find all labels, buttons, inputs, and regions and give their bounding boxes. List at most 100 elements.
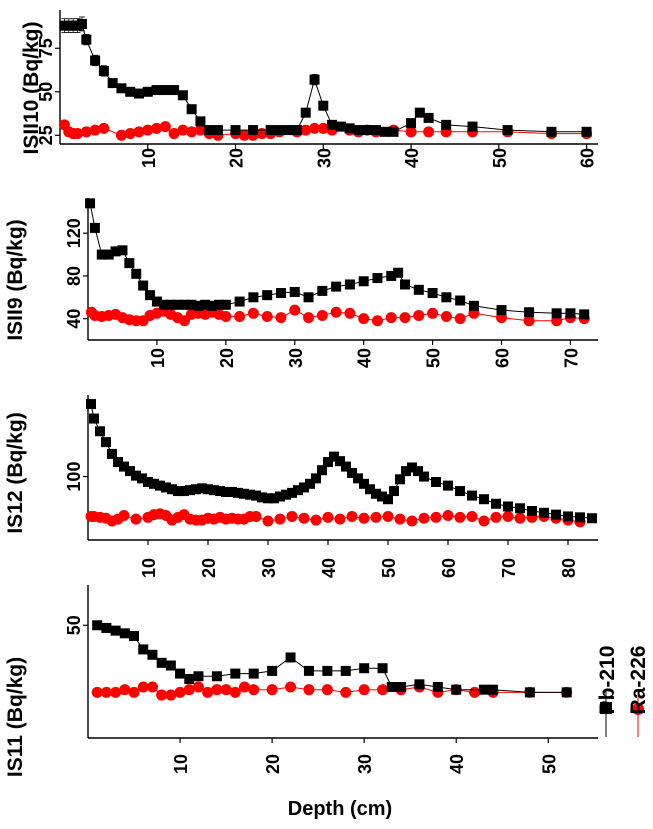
- panel-is12-pb210-point: [233, 487, 243, 498]
- panel-isii9-ra226-point: [261, 311, 273, 323]
- panel-is12-ra226-point: [310, 514, 322, 526]
- panel-is12-pb210-point: [125, 466, 135, 477]
- panel-is12-pb210-point: [275, 491, 285, 502]
- panel-is12-pb210-point: [179, 486, 189, 497]
- panel-isii10-ra226-point: [142, 124, 154, 136]
- panel-is12-pb210-point: [305, 478, 315, 489]
- panel-is11-pb210-point: [561, 687, 572, 698]
- panel-is12-pb210-point: [209, 485, 219, 496]
- panel-is12-x-tick-label: 70: [499, 558, 519, 578]
- panel-is11-pb210-point: [478, 684, 489, 695]
- panel-is11-pb210-point: [230, 668, 241, 679]
- panel-isii9-pb210-point: [165, 299, 176, 310]
- panel-isii10-y-tick-label: 25: [36, 125, 56, 145]
- panel-isii9-ylabel: ISII9 (Bq/kg): [4, 219, 27, 340]
- panel-is11-pb210-point: [92, 620, 103, 631]
- panel-is11-ra226-point: [303, 684, 315, 696]
- panel-isii10-ra226-point: [168, 128, 180, 140]
- panel-isii10-pb210-point: [90, 55, 101, 66]
- panel-is12-ra226-point: [442, 510, 454, 522]
- panel-isii9-ra226-point: [413, 309, 425, 321]
- panel-isii9-pb210-point: [496, 305, 507, 316]
- panel-isii10-pb210-point: [133, 88, 144, 99]
- panel-isii10-ra226-point: [72, 128, 84, 140]
- panel-isii9-pb210-point: [158, 299, 169, 310]
- panel-is12-ra226-point: [346, 510, 358, 522]
- panel-is11-ra226-point: [110, 686, 122, 698]
- panel-is12-ra226-point: [454, 511, 466, 523]
- panel-isii9-pb210-point: [193, 300, 204, 311]
- legend-ra-label: Ra-226: [627, 646, 650, 715]
- panel-is12-ra226-point: [382, 510, 394, 522]
- legend-pb-marker: [600, 702, 612, 714]
- panel-isii9-ra226-point: [371, 315, 383, 327]
- panel-isii9-y-tick-label: 80: [64, 266, 84, 286]
- panel-is11-ra226-point: [100, 686, 112, 698]
- panel-isii9-pb210-point: [124, 258, 135, 269]
- panel-is11-ra226-point: [238, 681, 250, 693]
- panel-is12-ra226-point: [274, 513, 286, 525]
- panel-is12-pb210-point: [377, 491, 387, 502]
- panel-isii10-ra226-point: [317, 122, 329, 134]
- panel-is11: 10 20 30 40 50 50 IS11 (Bq/kg): [4, 585, 598, 777]
- panel-isii9-pb210-point: [213, 299, 224, 310]
- panel-isii9: 10 20 30 40 50 60 70 40 80 120 ISII9 (Bq/kg): [4, 198, 598, 368]
- panel-isii10-pb210-line: [64, 23, 587, 133]
- panel-is11-ra226-point: [285, 681, 297, 693]
- panel-isii9-pb210-point: [220, 299, 231, 310]
- panel-is12-pb210-point: [185, 485, 195, 496]
- panel-isii9-pb210-point: [179, 299, 190, 310]
- panel-isii10-pb210-point: [502, 125, 513, 136]
- panel-is11-ra226-point: [146, 681, 158, 693]
- panel-isii10-plot: 10 20 30 40 50 60 25 50 75: [36, 10, 598, 168]
- panel-isii10-pb210-point: [362, 125, 373, 136]
- panel-isii9-ra226-point: [344, 307, 356, 319]
- panel-isii9-pb210-point: [400, 279, 411, 290]
- panel-isii9-pb210-point: [207, 300, 218, 311]
- panel-is12-ra226-point: [250, 510, 262, 522]
- panel-is11-pb210-point: [340, 665, 351, 676]
- panel-is11-ra226-point: [469, 686, 481, 698]
- panel-is12-pb210-point: [479, 494, 489, 505]
- panel-is12-pb210-point: [113, 457, 123, 468]
- panel-isii10-pb210-point: [423, 112, 434, 123]
- panel-isii9-ra226-point: [234, 311, 246, 323]
- panel-is11-ra226-point: [202, 686, 214, 698]
- panel-isii10-pb210-point: [318, 100, 329, 111]
- panel-is12-pb210-point: [587, 513, 597, 524]
- panel-isii10-pb210-point: [291, 125, 302, 136]
- panel-is11-ra226-point: [165, 689, 177, 701]
- panel-isii10-ra226-point: [133, 126, 145, 138]
- panel-is12-ra226-point: [286, 510, 298, 522]
- panel-is12-pb210-point: [227, 486, 237, 497]
- panel-isii10-ra226-point: [177, 124, 189, 136]
- panel-is12-ylabel: IS12 (Bq/kg): [4, 412, 27, 533]
- panel-isii9-pb210-point: [234, 296, 245, 307]
- panel-is12-pb210-point: [467, 490, 477, 501]
- panel-isii10-ra226-point: [405, 126, 417, 138]
- panel-isii10-pb210-point: [274, 125, 285, 136]
- panel-isii9-pb210-point: [110, 246, 121, 257]
- x-axis-label: Depth (cm): [288, 798, 392, 820]
- panel-is12-x-tick-label: 20: [199, 558, 219, 578]
- panel-isii10-ra226-point: [124, 128, 136, 140]
- panel-isii10-pb210-point: [107, 78, 118, 89]
- panel-isii10-pb210-point: [125, 86, 136, 97]
- panel-isii10-pb210-point: [230, 125, 241, 136]
- panel-isii10-ra226-point: [194, 124, 206, 136]
- panel-is11-ra226-point: [220, 684, 232, 696]
- panel-is12-pb210-point: [131, 470, 141, 481]
- panel-isii9-pb210-point: [344, 279, 355, 290]
- panel-is12-pb210-point: [137, 473, 147, 484]
- panel-isii9-pb210-point: [455, 295, 466, 306]
- panel-isii9-pb210-point: [275, 288, 286, 299]
- panel-is12-pb210-point: [149, 478, 159, 489]
- panel-isii10-ra226-point: [98, 122, 110, 134]
- panel-isii10-pb210-point: [265, 125, 276, 136]
- panel-isii10-pb210-point: [212, 125, 223, 136]
- panel-is11-pb210-point: [110, 625, 121, 636]
- panel-is12-pb210-point: [281, 489, 291, 500]
- panel-is12-pb210-point: [143, 477, 153, 487]
- panel-is12-pb210-point: [101, 437, 111, 448]
- panel-is11-pb210-point: [524, 687, 535, 698]
